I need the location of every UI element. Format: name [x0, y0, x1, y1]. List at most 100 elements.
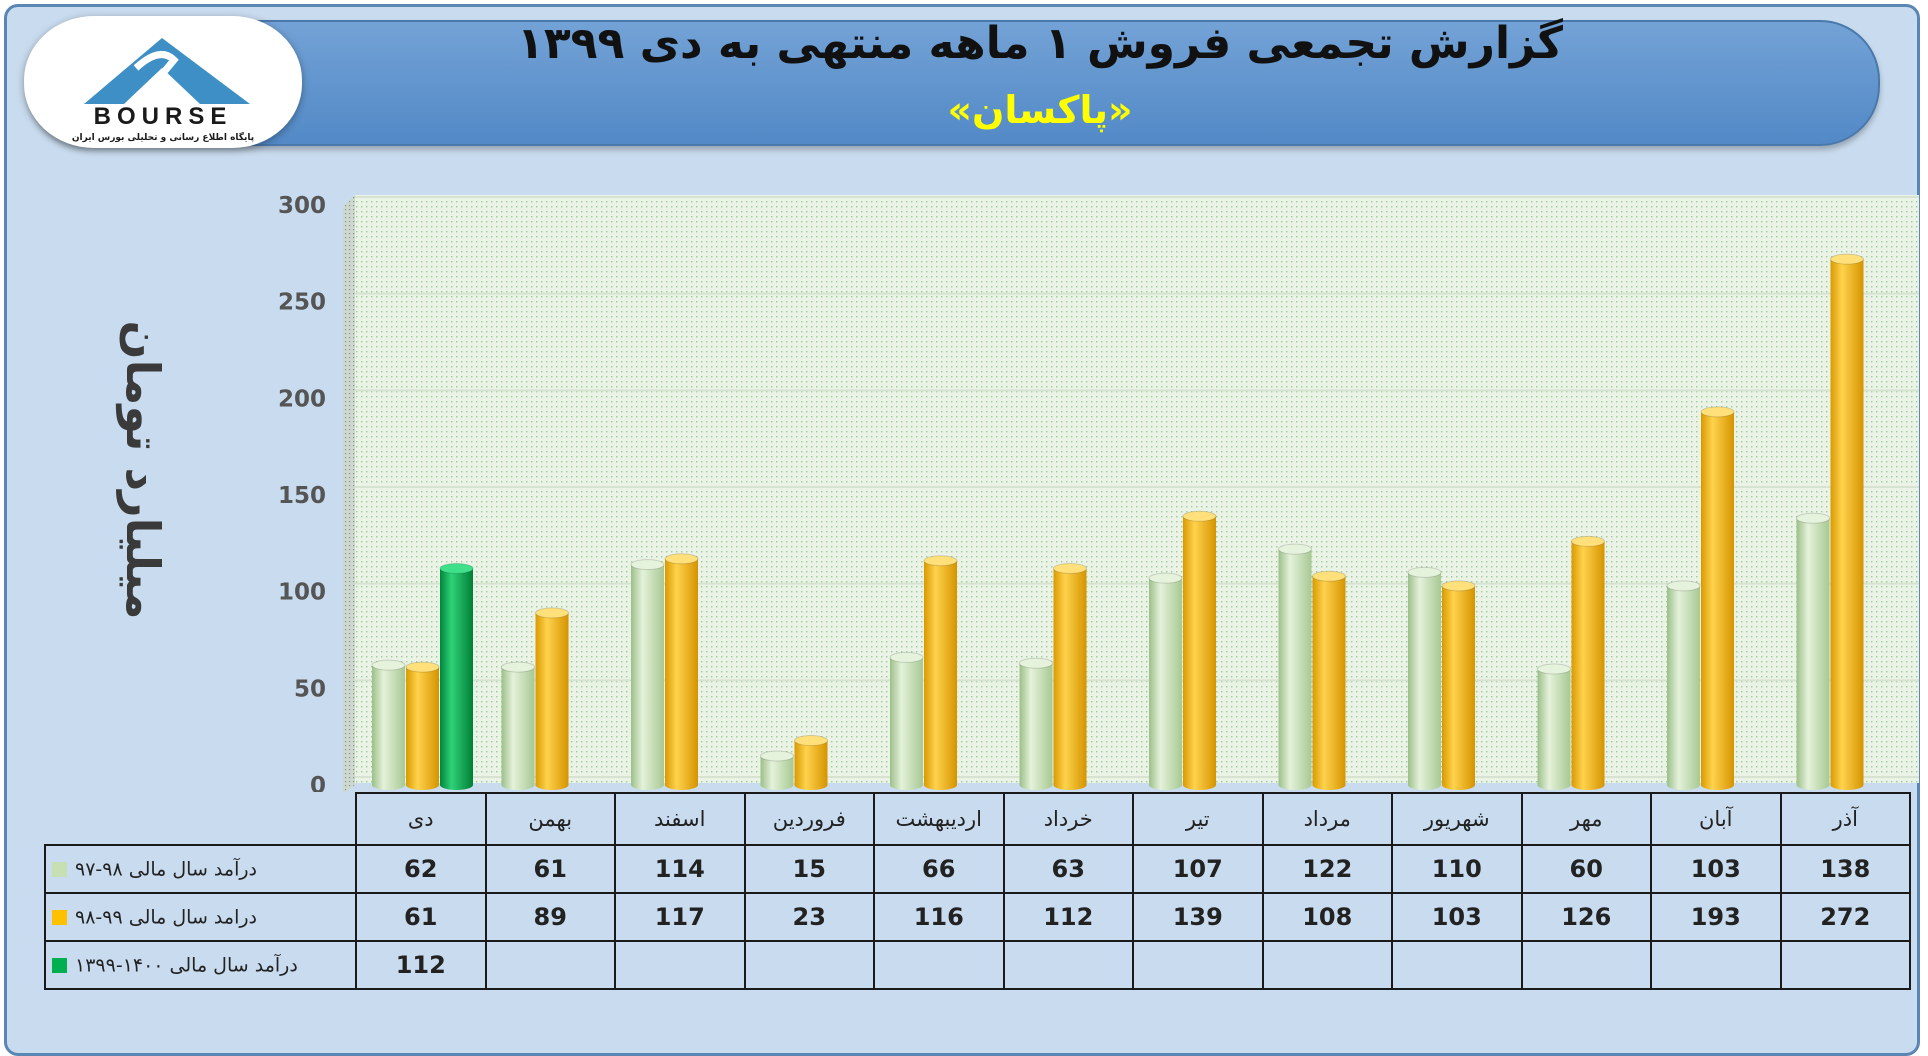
bar [405, 661, 440, 790]
series-name: درآمد سال مالی ۱۴۰۰-۱۳۹۹ [75, 954, 298, 977]
legend-entry: درامد سال مالی ۹۹-۹۸ [44, 892, 357, 942]
bar [1537, 663, 1571, 790]
logo-text: BOURSE [94, 103, 233, 130]
gridlines [355, 196, 1919, 778]
x-tick-label: اردیبهشت [873, 792, 1005, 846]
y-tick-label: 300 [278, 193, 326, 219]
bar [439, 562, 474, 790]
series-name: درآمد سال مالی ۹۸-۹۷ [75, 858, 257, 881]
bar [1407, 566, 1442, 790]
bar [535, 607, 569, 790]
bar [1019, 657, 1053, 790]
data-label: 138 [1779, 844, 1911, 894]
data-label: 112 [1002, 892, 1134, 942]
data-label: 103 [1391, 892, 1523, 942]
x-tick-label: آذر [1779, 792, 1911, 846]
data-label: 108 [1261, 892, 1393, 942]
bar [1148, 572, 1183, 790]
data-label: 60 [1520, 844, 1652, 894]
header-banner [28, 20, 1880, 146]
y-tick-label: 50 [294, 676, 326, 702]
legend-entry: درآمد سال مالی ۱۴۰۰-۱۳۹۹ [44, 940, 357, 990]
data-label: 112 [355, 940, 487, 990]
plot-side-wall [343, 195, 355, 793]
bar [501, 661, 535, 790]
x-tick-label: مهر [1520, 792, 1652, 846]
bar [1053, 562, 1087, 790]
data-label [1520, 940, 1652, 990]
x-tick-label: فروردین [743, 792, 875, 846]
data-label [873, 940, 1005, 990]
data-label [1261, 940, 1393, 990]
company-name: «پاکسان» [947, 88, 1133, 132]
x-tick-label: بهمن [484, 792, 616, 846]
y-tick-label: 200 [278, 386, 326, 412]
table-row: درآمد سال مالی ۱۴۰۰-۱۳۹۹ 112 [44, 940, 1911, 990]
data-label [1002, 940, 1134, 990]
bar [923, 555, 958, 790]
legend-swatch [52, 861, 67, 877]
table-row: درامد سال مالی ۹۹-۹۸ 61 89 117 23 116 112 139 10… [44, 892, 1911, 942]
bar [664, 553, 699, 790]
data-label: 122 [1261, 844, 1393, 894]
x-tick-label: آبان [1650, 792, 1782, 846]
data-label: 193 [1650, 892, 1782, 942]
series-name: درامد سال مالی ۹۹-۹۸ [75, 906, 257, 929]
bar [1571, 535, 1605, 790]
data-label: 114 [614, 844, 746, 894]
table-corner [45, 793, 357, 845]
data-label: 272 [1779, 892, 1911, 942]
y-tick-label: 250 [278, 290, 326, 316]
y-tick-label: 100 [278, 580, 326, 606]
bar [1830, 253, 1864, 790]
legend-entry: درآمد سال مالی ۹۸-۹۷ [44, 844, 357, 894]
bar [889, 651, 924, 790]
bourse-logo: BOURSE پایگاه اطلاع رسانی و تحلیلی بورس … [24, 16, 302, 148]
data-label: 89 [484, 892, 616, 942]
data-label: 107 [1132, 844, 1264, 894]
bar [1182, 510, 1217, 790]
data-label: 126 [1520, 892, 1652, 942]
x-tick-label: مرداد [1261, 792, 1393, 846]
bar [630, 559, 665, 790]
data-label: 103 [1650, 844, 1782, 894]
table-row: درآمد سال مالی ۹۸-۹۷ 62 61 114 15 66 63 107 122 1… [44, 844, 1911, 894]
x-tick-label: خرداد [1002, 792, 1134, 846]
x-tick-label: تیر [1132, 792, 1264, 846]
legend-swatch [52, 909, 67, 925]
bar [1441, 580, 1476, 790]
legend-swatch [52, 957, 67, 973]
data-label [484, 940, 616, 990]
data-label [743, 940, 875, 990]
bar [1796, 512, 1830, 790]
bar [760, 750, 794, 790]
page-title: گزارش تجمعی فروش ۱ ماهه منتهی به دی ۱۳۹۹ [516, 18, 1564, 69]
x-tick-label: اسفند [614, 792, 746, 846]
data-label: 23 [743, 892, 875, 942]
data-label: 62 [355, 844, 487, 894]
bar [1278, 543, 1312, 790]
y-tick-label: 150 [278, 483, 326, 509]
data-label: 66 [873, 844, 1005, 894]
data-label: 61 [355, 892, 487, 942]
data-label: 116 [873, 892, 1005, 942]
x-tick-label: دی [355, 792, 487, 846]
bar [794, 735, 828, 790]
data-label [614, 940, 746, 990]
logo-mountain-icon [84, 38, 250, 104]
bars [371, 253, 1864, 790]
data-label [1132, 940, 1264, 990]
data-label: 110 [1391, 844, 1523, 894]
data-table: دی بهمن اسفند فروردین اردیبهشت خرداد تیر مرداد ش… [44, 792, 1911, 990]
bar [1666, 580, 1701, 790]
bar [371, 659, 406, 790]
bar [1312, 570, 1346, 790]
logo-tagline: پایگاه اطلاع رسانی و تحلیلی بورس ایران [72, 131, 254, 143]
data-label: 63 [1002, 844, 1134, 894]
data-label: 61 [484, 844, 616, 894]
data-label: 117 [614, 892, 746, 942]
data-label [1650, 940, 1782, 990]
data-label [1779, 940, 1911, 990]
x-tick-label: شهریور [1391, 792, 1523, 846]
